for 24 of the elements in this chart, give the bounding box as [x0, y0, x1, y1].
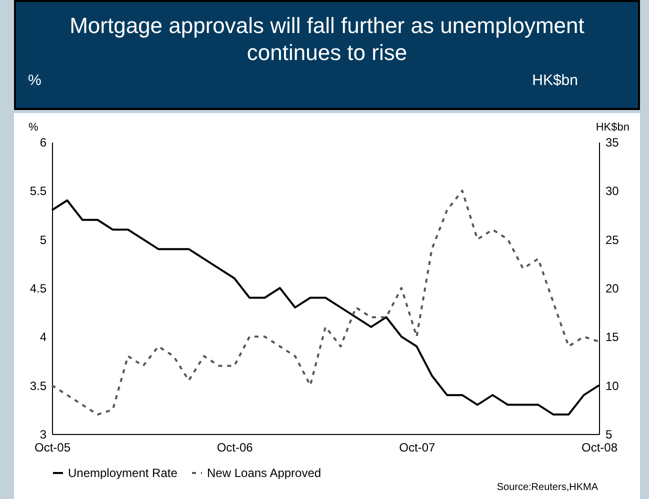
y2-tick-label: 10 — [606, 378, 620, 393]
y2-tick-label: 20 — [606, 282, 620, 296]
x-tick-label: Oct-05 — [34, 440, 71, 454]
y2-tick-label: 35 — [606, 136, 620, 150]
x-tick-label: Oct-06 — [216, 440, 254, 454]
y-tick-label: 6 — [40, 136, 47, 150]
text: HK$bn — [532, 72, 578, 89]
y2-axis-title: HK$bn — [596, 122, 630, 134]
chart-title: Mortgage approvals will fall further as unemployment continues to rise — [68, 12, 586, 66]
y-tick-label: 5 — [40, 232, 47, 247]
y-tick-label: 4 — [40, 330, 47, 344]
x-tick-label: Oct-08 — [581, 440, 618, 454]
y2-tick-label: 15 — [606, 330, 620, 344]
y-tick-label: 3 — [40, 428, 47, 442]
y-tick-label: 4.5 — [30, 282, 47, 296]
y2-tick-label: 25 — [606, 232, 620, 247]
y-axis-title: % — [28, 122, 38, 134]
x-tick-label: Oct-07 — [399, 440, 436, 454]
source-note: Source:Reuters,HKMA — [496, 482, 598, 493]
text: % — [28, 72, 42, 89]
y-tick-label: 3.5 — [30, 378, 47, 393]
y-tick-label: 5.5 — [30, 184, 47, 198]
y2-tick-label: 30 — [606, 184, 620, 198]
y2-tick-label: 5 — [606, 428, 612, 442]
